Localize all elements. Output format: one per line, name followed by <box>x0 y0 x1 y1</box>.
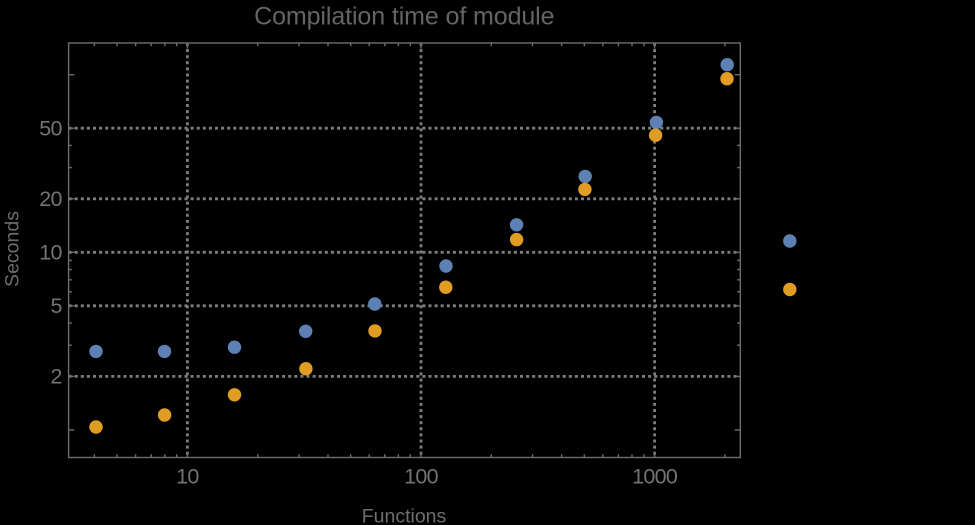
svg-text:20: 20 <box>39 187 62 211</box>
svg-text:5: 5 <box>51 294 63 318</box>
svg-text:100: 100 <box>404 465 439 489</box>
svg-text:10: 10 <box>176 465 199 489</box>
svg-text:Compilation time of module: Compilation time of module <box>254 3 554 31</box>
svg-text:Functions: Functions <box>362 505 447 525</box>
svg-text:2: 2 <box>51 365 62 389</box>
svg-text:1000: 1000 <box>632 465 678 489</box>
svg-text:Seconds: Seconds <box>2 211 24 287</box>
svg-text:50: 50 <box>39 117 62 141</box>
svg-text:10: 10 <box>39 241 62 265</box>
